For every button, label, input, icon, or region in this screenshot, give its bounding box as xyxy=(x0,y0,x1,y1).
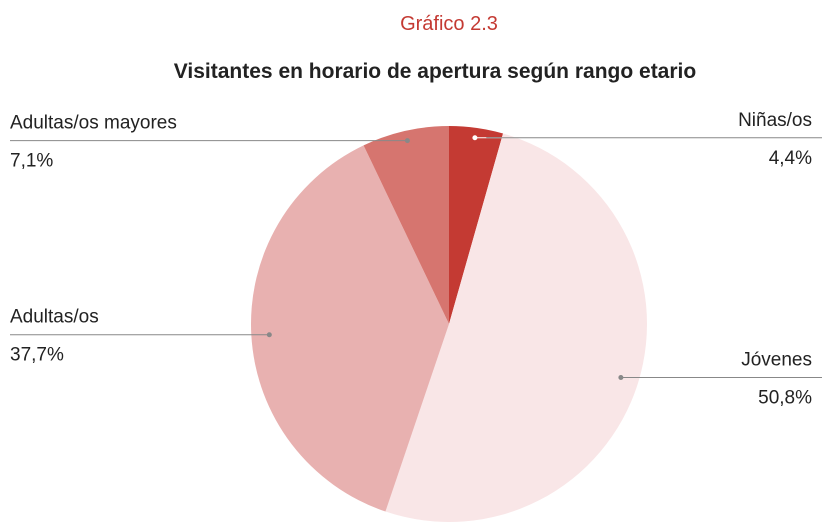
slice-value-label: 37,7% xyxy=(10,345,64,366)
slice-label: Jóvenes xyxy=(741,349,812,370)
slice-label: Niñas/os xyxy=(738,110,812,131)
slice-label: Adultas/os xyxy=(10,307,99,328)
leader-dot xyxy=(404,138,410,144)
leader-dot xyxy=(618,374,624,380)
pie-slice xyxy=(363,126,449,324)
pie-slice xyxy=(449,126,504,324)
pie-slice xyxy=(251,145,449,512)
slice-value-label: 4,4% xyxy=(769,148,812,169)
chart-subtitle: Gráfico 2.3 xyxy=(400,13,498,35)
slice-value-label: 7,1% xyxy=(10,151,53,172)
chart-title: Visitantes en horario de apertura según … xyxy=(174,60,696,83)
pie-slice xyxy=(385,133,648,522)
leader-dot xyxy=(266,332,272,338)
slice-label: Adultas/os mayores xyxy=(10,113,177,134)
slice-value-label: 50,8% xyxy=(758,387,812,408)
leader-dot xyxy=(472,135,478,141)
